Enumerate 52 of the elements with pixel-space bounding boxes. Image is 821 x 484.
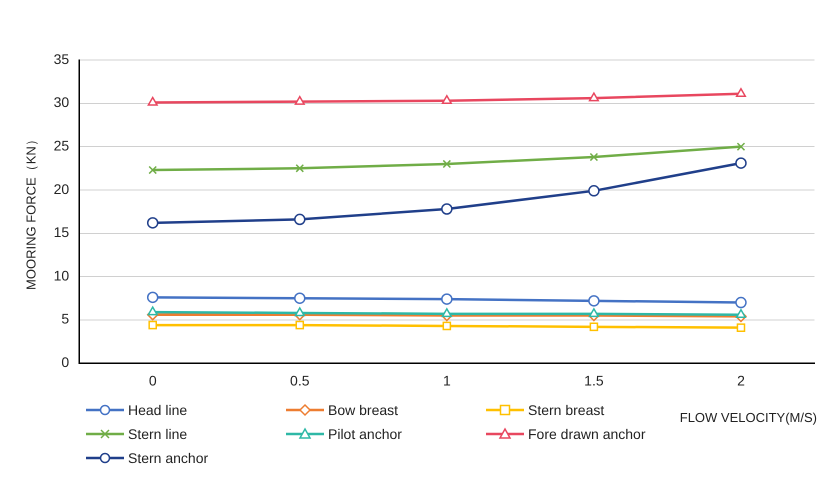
y-axis-title: MOORING FORCE（KN）	[23, 133, 38, 290]
y-tick-label: 20	[54, 180, 70, 197]
y-tick-label: 30	[54, 94, 70, 110]
point	[588, 185, 600, 197]
x-tick-label: 0	[148, 372, 157, 388]
x-tick-label: 1	[442, 372, 451, 388]
point	[441, 293, 453, 305]
point	[148, 306, 158, 316]
point	[735, 296, 747, 308]
point	[442, 322, 452, 330]
legend-label: Stern anchor	[128, 450, 208, 466]
point	[442, 94, 452, 104]
legend-label: Bow breast	[328, 402, 398, 418]
point	[442, 308, 452, 318]
point	[735, 157, 747, 169]
point	[442, 160, 452, 168]
y-tick-label: 5	[61, 310, 70, 327]
y-tick-label: 10	[54, 267, 70, 284]
x-axis-title: FLOW VELOCITY(M/S)	[680, 410, 817, 425]
point	[736, 88, 746, 98]
x-tick-label: 0.5	[290, 372, 310, 388]
legend-label: Fore drawn anchor	[528, 426, 646, 442]
point	[294, 307, 305, 316]
legend-label: Head line	[128, 402, 188, 418]
x-tick-label: 1.5	[584, 372, 604, 388]
point	[736, 308, 746, 318]
point	[295, 164, 304, 173]
point	[736, 323, 746, 332]
y-tick-label: 0	[61, 354, 70, 370]
point	[295, 320, 304, 330]
y-tick-label: 35	[54, 50, 70, 67]
point	[588, 308, 599, 318]
legend-label: Pilot anchor	[328, 426, 402, 442]
point	[588, 92, 599, 102]
point	[148, 96, 158, 106]
point	[146, 217, 158, 229]
legend-label: Stern line	[128, 426, 188, 442]
point	[148, 166, 157, 174]
x-tick-label: 2	[737, 372, 746, 388]
y-tick-label: 25	[54, 137, 70, 154]
point	[736, 142, 746, 151]
y-tick-label: 15	[54, 224, 70, 240]
point	[294, 96, 305, 105]
point	[146, 292, 158, 304]
point	[148, 320, 157, 330]
point	[441, 203, 453, 215]
point	[294, 292, 306, 304]
point	[590, 152, 598, 162]
point	[590, 322, 598, 332]
point	[294, 214, 306, 226]
legend-label: Stern breast	[528, 402, 604, 418]
point	[588, 295, 600, 307]
